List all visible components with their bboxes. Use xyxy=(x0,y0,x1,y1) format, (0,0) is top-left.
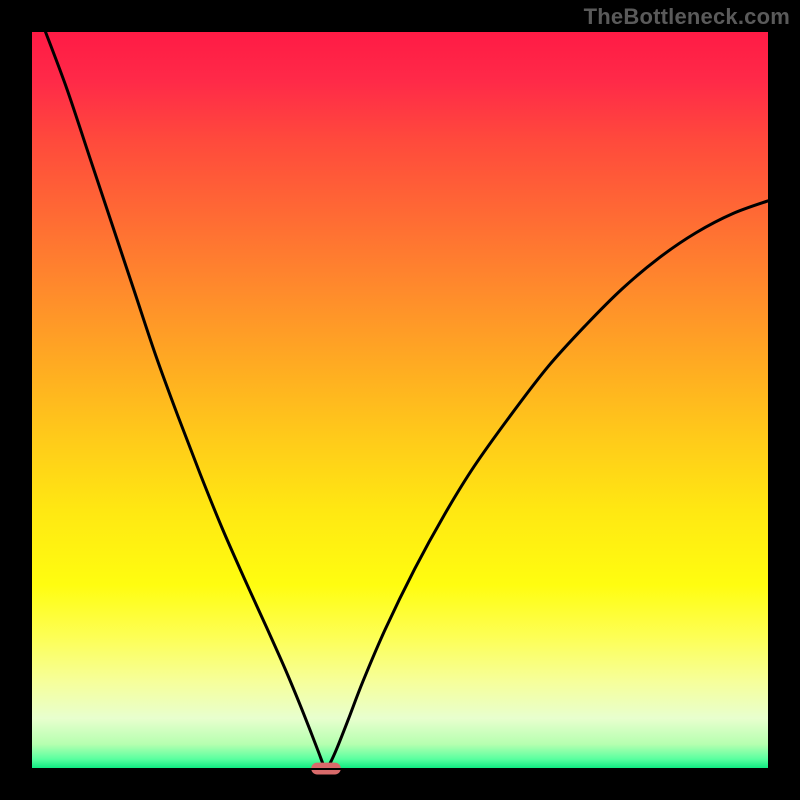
watermark-text: TheBottleneck.com xyxy=(584,4,790,30)
chart-container: { "watermark": { "text": "TheBottleneck.… xyxy=(0,0,800,800)
plot-area-border xyxy=(30,30,770,770)
